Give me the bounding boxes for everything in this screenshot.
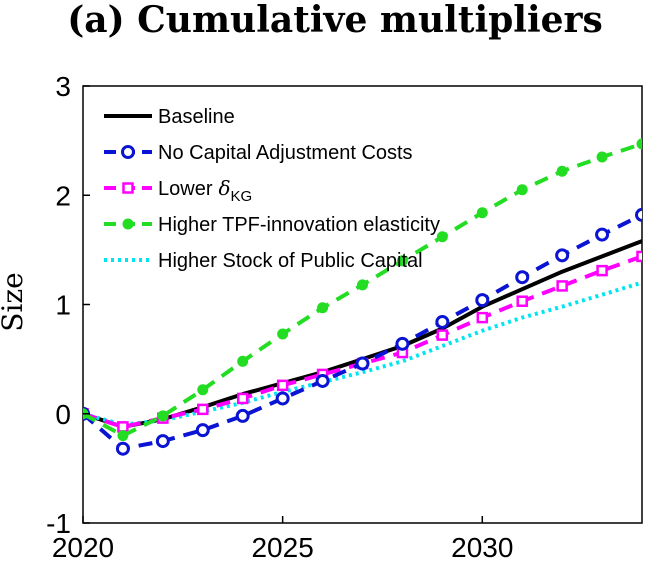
legend-item: Higher Stock of Public Capital bbox=[104, 250, 423, 272]
series-line bbox=[83, 280, 642, 427]
series-3 bbox=[83, 138, 642, 442]
legend-label: Baseline bbox=[158, 106, 235, 128]
series-marker bbox=[596, 151, 608, 163]
x-tick-label: 2020 bbox=[52, 532, 114, 563]
series-marker bbox=[317, 302, 329, 314]
series-marker bbox=[115, 441, 130, 456]
legend-subscript: KG bbox=[231, 188, 253, 205]
legend-label: Higher TPF-innovation elasticity bbox=[158, 214, 440, 236]
series-marker bbox=[355, 356, 370, 371]
legend-marker bbox=[122, 182, 134, 194]
series-marker bbox=[236, 392, 249, 405]
y-tick-label: -1 bbox=[46, 508, 71, 539]
y-axis-label: Size bbox=[0, 272, 29, 331]
legend-symbol: δ bbox=[218, 176, 230, 200]
legend-label: Higher Stock of Public Capital bbox=[158, 250, 423, 272]
series-marker bbox=[516, 295, 528, 307]
series-marker bbox=[395, 336, 410, 351]
series-marker bbox=[595, 227, 610, 242]
legend-item: No Capital Adjustment Costs bbox=[104, 142, 413, 164]
series-marker bbox=[596, 264, 608, 277]
series-marker bbox=[155, 434, 170, 449]
series-marker bbox=[117, 430, 129, 442]
y-tick-label: 3 bbox=[55, 71, 71, 102]
series-marker bbox=[195, 423, 210, 438]
x-tick-label: 2030 bbox=[451, 532, 513, 563]
legend-item: Lower δKG bbox=[104, 176, 252, 205]
series-marker bbox=[436, 231, 448, 243]
series-marker bbox=[117, 421, 129, 433]
axis-ticks: -1 0 1 2 3 2020 2025 2030 bbox=[46, 71, 513, 563]
series-marker bbox=[516, 184, 528, 196]
series-marker bbox=[436, 329, 449, 341]
series-marker bbox=[235, 408, 250, 423]
series-marker bbox=[277, 328, 289, 340]
series-marker bbox=[556, 165, 568, 177]
legend-label: No Capital Adjustment Costs bbox=[158, 142, 413, 164]
series-marker bbox=[197, 384, 209, 396]
legend-marker bbox=[121, 145, 135, 159]
series-marker bbox=[157, 410, 169, 422]
plot-area bbox=[82, 85, 643, 524]
series-marker bbox=[396, 255, 408, 267]
series-marker bbox=[555, 248, 570, 263]
series-marker bbox=[435, 314, 450, 329]
series-marker bbox=[476, 207, 488, 219]
series-marker bbox=[475, 293, 490, 308]
x-tick-label: 2025 bbox=[251, 532, 313, 563]
series-marker bbox=[276, 379, 289, 392]
legend-item: Higher TPF-innovation elasticity bbox=[104, 214, 440, 236]
series-marker bbox=[636, 138, 642, 150]
series-4 bbox=[83, 280, 642, 427]
legend: Baseline No Capital Adjustment Costs Lower… bbox=[104, 106, 440, 272]
chart-title: (a) Cumulative multipliers bbox=[67, 0, 603, 41]
series-marker bbox=[197, 403, 209, 416]
series-marker bbox=[237, 355, 249, 367]
series-marker bbox=[476, 311, 489, 324]
legend-label: Lower δKG bbox=[158, 176, 252, 205]
series-marker bbox=[275, 391, 290, 406]
legend-item: Baseline bbox=[104, 106, 235, 128]
series-marker bbox=[515, 270, 530, 285]
legend-marker bbox=[122, 218, 134, 230]
series-marker bbox=[556, 280, 568, 292]
series-marker bbox=[315, 373, 330, 388]
series-marker bbox=[357, 279, 368, 291]
y-tick-label: 2 bbox=[55, 180, 71, 211]
y-tick-label: 0 bbox=[55, 399, 71, 430]
series-marker bbox=[635, 207, 642, 222]
series-2 bbox=[83, 250, 642, 433]
y-tick-label: 1 bbox=[55, 290, 71, 321]
series-marker bbox=[636, 250, 642, 263]
